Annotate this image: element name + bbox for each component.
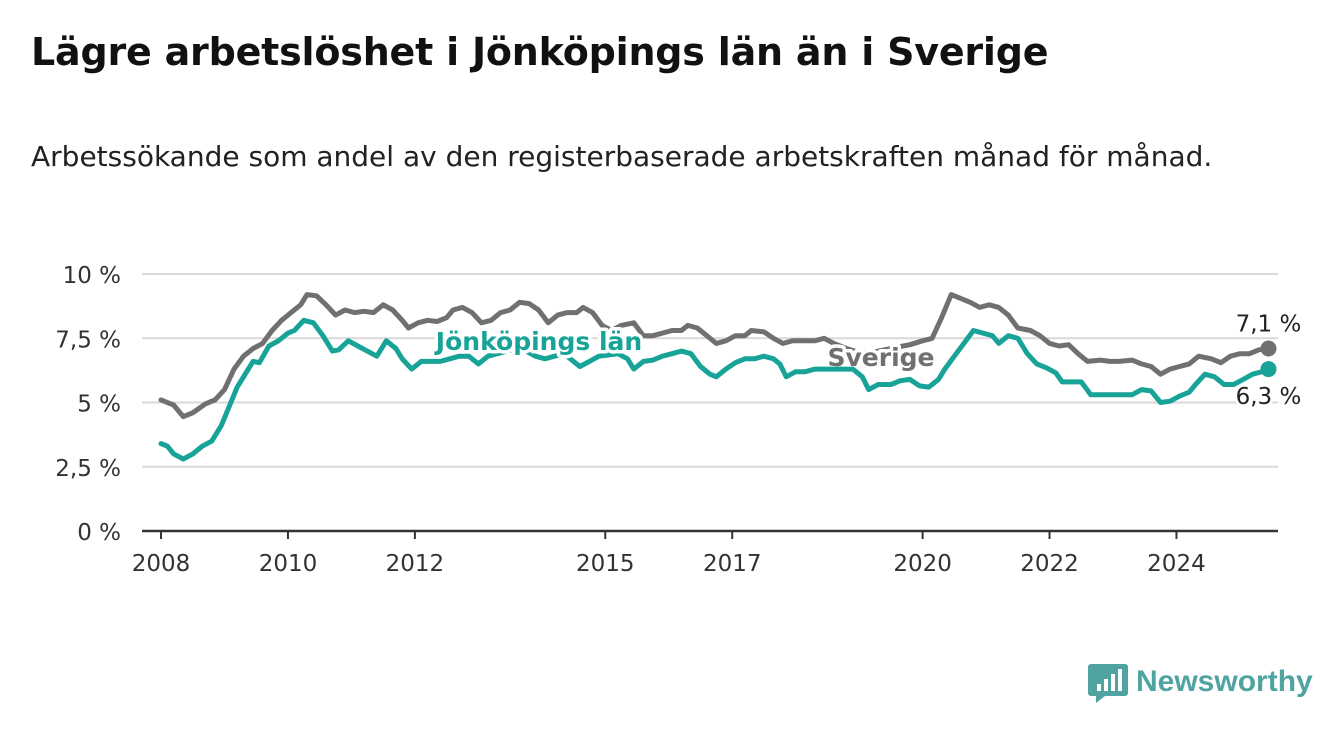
x-tick-label: 2022: [1020, 551, 1079, 577]
x-tick-label: 2015: [576, 551, 635, 577]
y-tick-label: 7,5 %: [55, 327, 121, 353]
brand-logo: Newsworthy: [1088, 660, 1313, 704]
end-value-label-sverige: 7,1 %: [1236, 312, 1302, 338]
y-tick-label: 5 %: [77, 392, 121, 418]
chart-title: Lägre arbetslöshet i Jönköpings län än i…: [31, 30, 1049, 74]
x-tick-label: 2008: [132, 551, 191, 577]
y-tick-label: 0 %: [77, 520, 121, 546]
bar-chart-logo-icon: [1088, 664, 1128, 703]
chart-subtitle: Arbetssökande som andel av den registerb…: [31, 140, 1213, 173]
y-tick-label: 10 %: [63, 263, 121, 289]
end-marker-jonkopings-lan: [1260, 361, 1277, 378]
x-tick-label: 2024: [1147, 551, 1206, 577]
end-value-label-jonkopings-lan: 6,3 %: [1236, 384, 1302, 410]
series-line-sverige: [158, 292, 1271, 420]
y-tick-label: 2,5 %: [55, 456, 121, 482]
x-tick-label: 2017: [703, 551, 762, 577]
brand-name: Newsworthy: [1136, 665, 1313, 698]
x-tick-label: 2020: [893, 551, 952, 577]
series-line-jonkopings-lan: [158, 317, 1271, 462]
series-label-jonkopings-lan: Jönköpings län: [434, 327, 642, 356]
x-tick-label: 2012: [386, 551, 445, 577]
end-marker-sverige: [1260, 340, 1277, 357]
x-tick-label: 2010: [259, 551, 318, 577]
